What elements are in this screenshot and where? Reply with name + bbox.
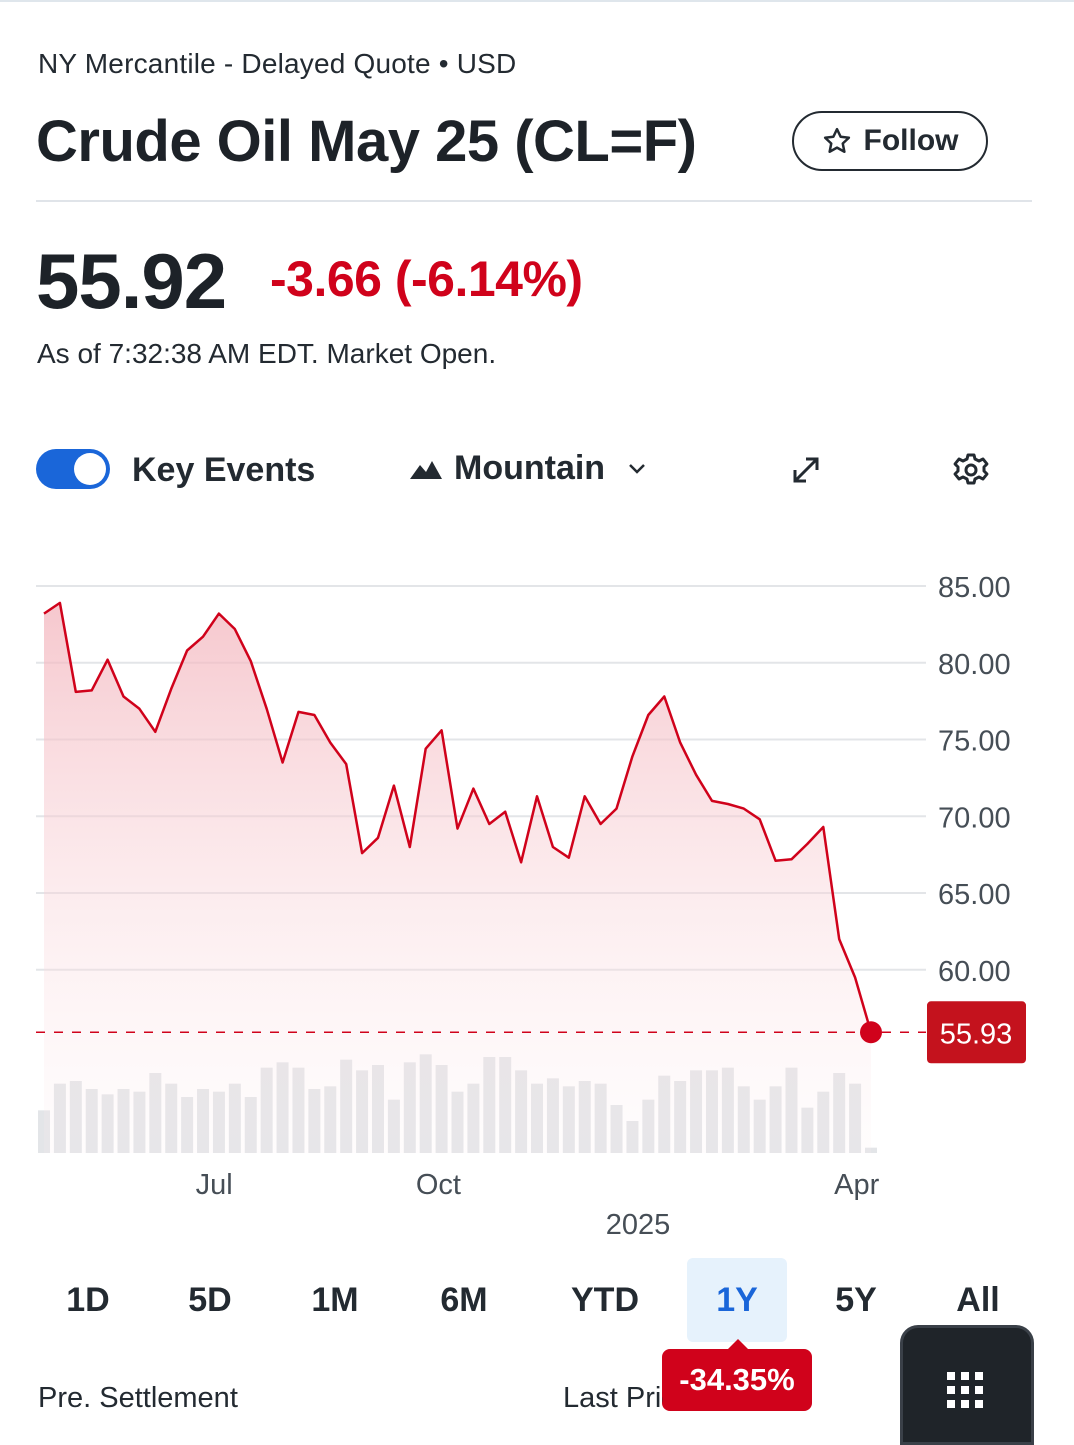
last-price-marker: [860, 1021, 882, 1044]
chart-type-label: Mountain: [454, 449, 606, 487]
x-tick-label: Jul: [196, 1169, 233, 1201]
y-tick-label: 65.00: [938, 879, 1011, 911]
key-events-label: Key Events: [132, 451, 316, 489]
chevron-down-icon: [629, 463, 645, 474]
price-chart[interactable]: 85.00 80.00 75.00 70.00 65.00 60.00 55.93 Jul Oc…: [0, 560, 1074, 1260]
grid-icon: [947, 1372, 983, 1408]
top-border: [0, 0, 1074, 2]
x-tick-label: Apr: [834, 1169, 879, 1201]
y-tick-label: 75.00: [938, 726, 1011, 758]
page-title: Crude Oil May 25 (CL=F): [36, 109, 697, 174]
x-tick-label: Oct: [416, 1169, 461, 1201]
year-label: 2025: [606, 1209, 671, 1241]
y-tick-label: 60.00: [938, 956, 1011, 988]
header-divider: [36, 200, 1032, 202]
range-1m[interactable]: 1M: [311, 1280, 359, 1319]
range-5d[interactable]: 5D: [188, 1280, 232, 1319]
star-icon: [823, 127, 850, 153]
current-price: 55.92: [36, 237, 227, 325]
gear-icon[interactable]: [952, 451, 990, 489]
range-6m[interactable]: 6M: [440, 1280, 488, 1319]
range-1y[interactable]: 1Y: [687, 1258, 787, 1342]
range-ytd[interactable]: YTD: [571, 1280, 639, 1319]
mountain-icon: [410, 460, 442, 479]
y-tick-label: 70.00: [938, 802, 1011, 834]
price-change: -3.66 (-6.14%): [270, 251, 583, 307]
exchange-info: NY Mercantile - Delayed Quote • USD: [38, 48, 517, 79]
menu-grid-button[interactable]: [900, 1325, 1034, 1445]
last-value-label: 55.93: [940, 1018, 1013, 1050]
price-area: [44, 602, 871, 1153]
toggle-knob: [74, 453, 106, 485]
y-tick-label: 80.00: [938, 649, 1011, 681]
follow-label: Follow: [863, 124, 959, 157]
key-events-toggle[interactable]: [36, 449, 110, 489]
last-value-box: [927, 1001, 1026, 1064]
y-tick-label: 85.00: [938, 572, 1011, 604]
quote-timestamp: As of 7:32:38 AM EDT. Market Open.: [37, 338, 497, 369]
expand-icon[interactable]: [788, 452, 824, 488]
chart-type-dropdown[interactable]: Mountain: [410, 449, 647, 488]
range-all[interactable]: All: [956, 1280, 1000, 1319]
follow-button[interactable]: Follow: [792, 111, 988, 171]
last-price-label: Last Price: [563, 1382, 663, 1414]
price-line: [43, 601, 873, 1033]
time-range-selector: 1D 5D 1M 6M YTD 1Y 5Y All: [0, 1258, 1074, 1344]
performance-badge: -34.35%: [662, 1339, 812, 1411]
pre-settlement-label: Pre. Settlement: [38, 1382, 238, 1414]
range-1d[interactable]: 1D: [66, 1280, 110, 1319]
range-5y[interactable]: 5Y: [835, 1280, 877, 1319]
